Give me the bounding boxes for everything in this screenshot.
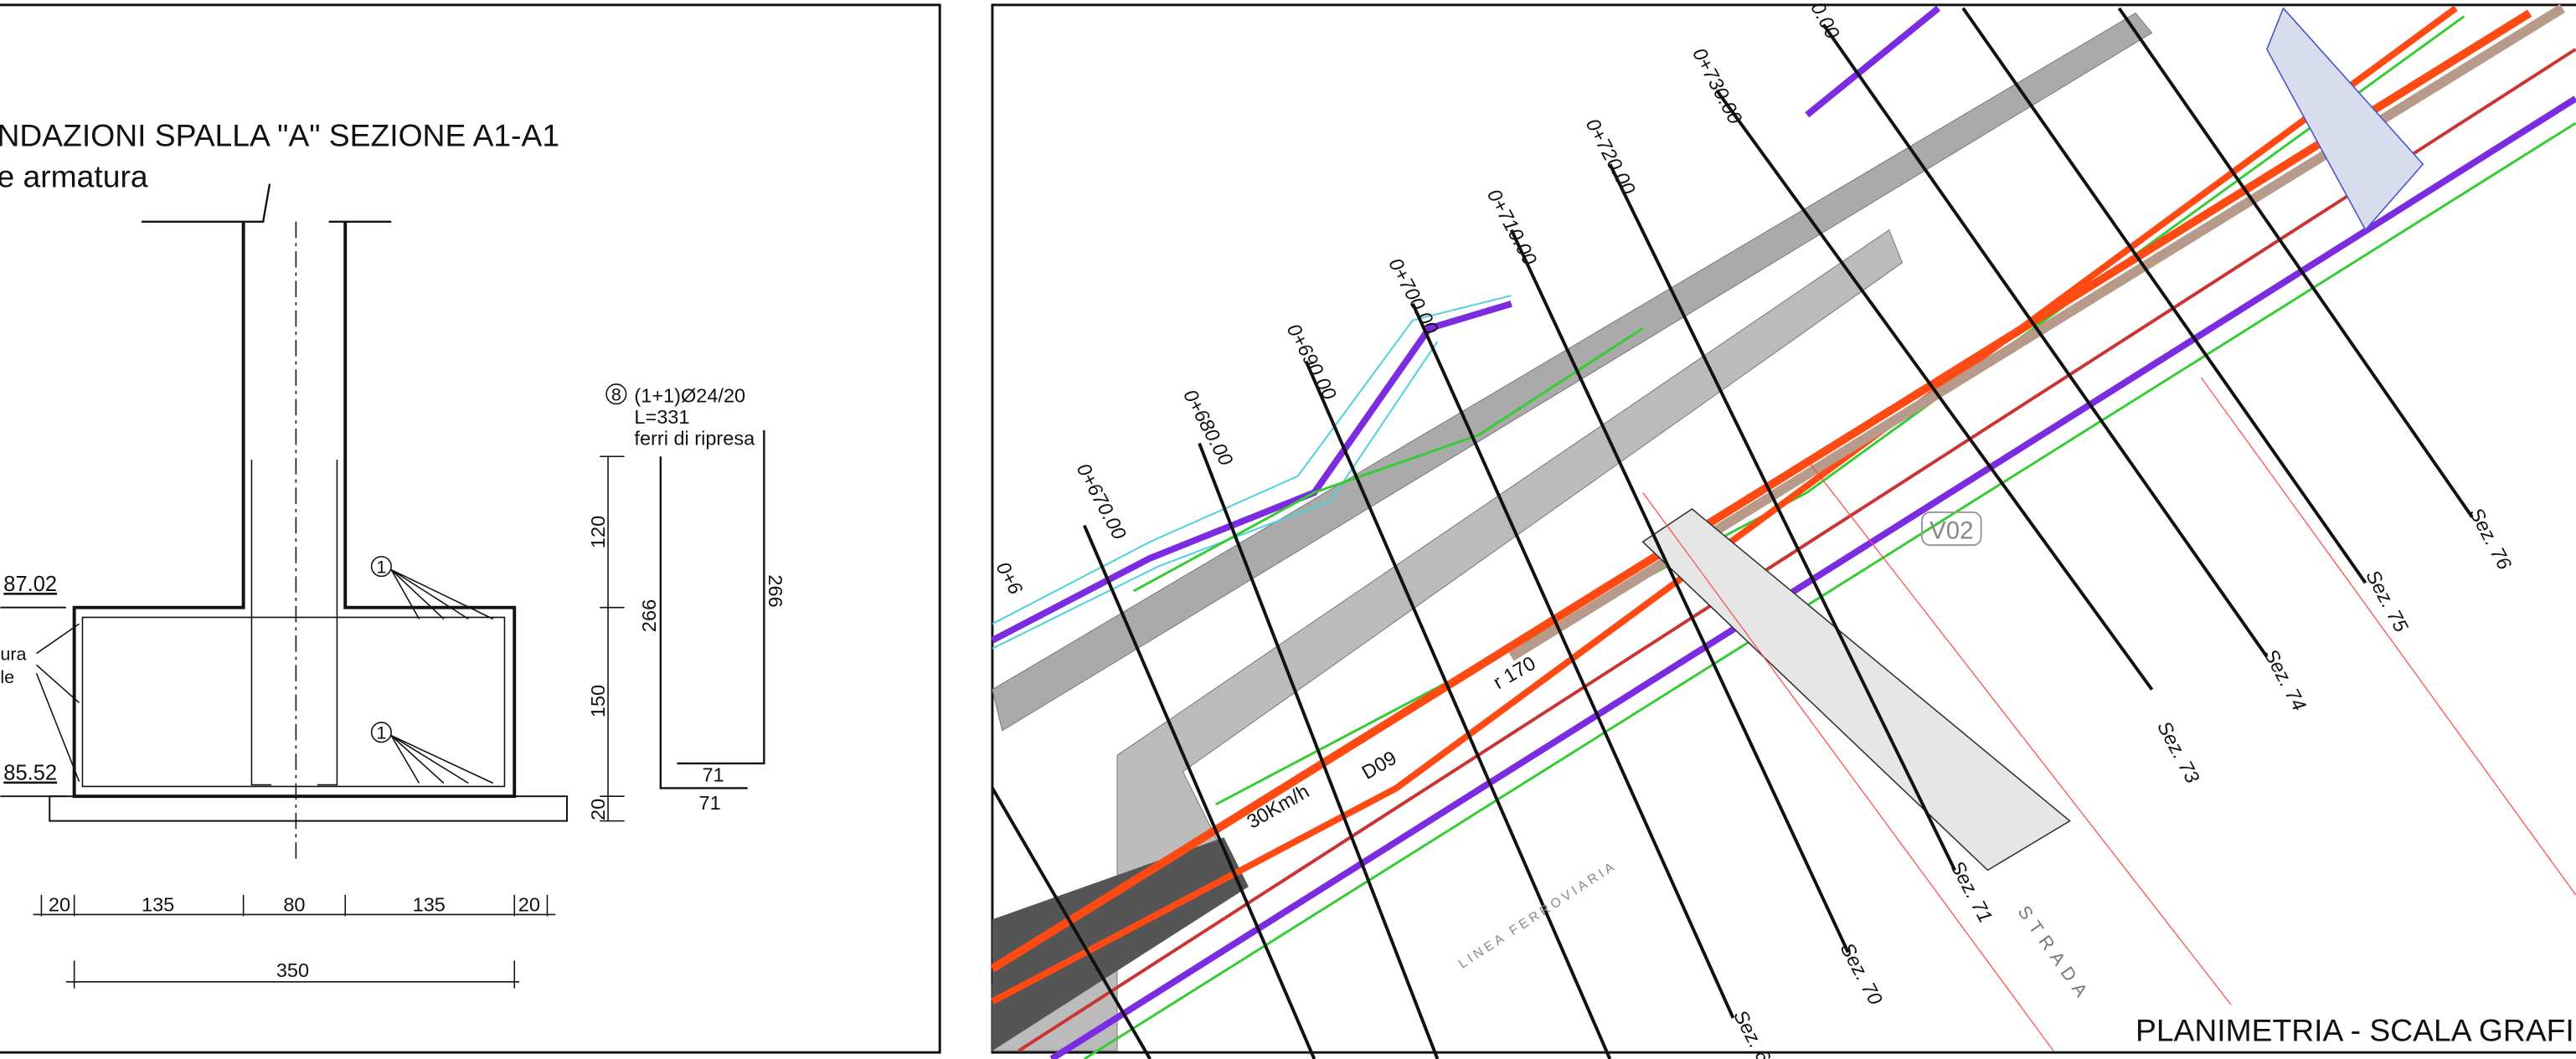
rebar-note: ferri di ripresa: [634, 427, 755, 449]
section-lines: [991, 7, 2474, 1059]
dim: 71: [699, 792, 721, 814]
dim: 266: [765, 574, 786, 607]
label: ura: [0, 643, 26, 664]
frame: [0, 3, 941, 1054]
marker-label: 8: [611, 384, 621, 405]
section-line: [991, 787, 1151, 1059]
dim-line: [600, 455, 625, 822]
dim-line: [65, 960, 520, 989]
section-line: [1961, 7, 2367, 584]
marker: [370, 556, 392, 578]
road-strip: [992, 13, 2153, 732]
dim: 150: [587, 685, 609, 717]
purple-line: [1805, 5, 1941, 118]
rebar-length: L=331: [634, 406, 689, 428]
section-line: [2117, 7, 2474, 518]
dim: 80: [283, 893, 305, 915]
orange-line: [990, 9, 2532, 973]
title-bg: [2129, 1005, 2576, 1051]
section-line: [1509, 229, 1850, 954]
green-line: [1132, 327, 1644, 593]
blinding: [49, 795, 568, 822]
green-line: [1215, 15, 2465, 806]
marker-label: 1: [376, 722, 386, 743]
dim: 135: [142, 893, 174, 915]
frame: [991, 3, 2576, 1054]
subtitle: e armatura: [0, 159, 148, 194]
rebar-spec: (1+1)Ø24/20: [634, 385, 745, 407]
plan-title: PLANIMETRIA - SCALA GRAFI: [2136, 1012, 2574, 1047]
marker-label: 1: [376, 556, 386, 577]
section-line: [1608, 163, 1957, 871]
section-line: [1821, 23, 2269, 658]
rebar-cage: [81, 616, 506, 788]
red-thin: [1642, 459, 2268, 1051]
dim: 120: [587, 516, 609, 548]
dim: 135: [413, 893, 446, 915]
bridge: [1641, 508, 2071, 871]
dim-line: [33, 894, 556, 917]
orange-line: [991, 5, 2458, 1005]
cyan-lines: [992, 295, 1512, 650]
dim: 20: [49, 893, 70, 915]
starter-bars: [250, 460, 338, 786]
section-line: [1198, 442, 1440, 1059]
right-panel: [990, 3, 2576, 1059]
leaders: [390, 568, 494, 784]
marker: [605, 383, 627, 405]
left-panel: [0, 3, 941, 1054]
marker: [370, 722, 392, 743]
level: 85.52: [3, 762, 57, 785]
section-line: [1083, 524, 1316, 1059]
dim: 71: [702, 764, 724, 786]
wall-top: [142, 183, 392, 223]
dim: 20: [587, 799, 609, 820]
dim: 20: [518, 893, 540, 915]
level-lines: [0, 606, 66, 798]
rebar-shape: [659, 429, 765, 789]
red-thin: [2200, 377, 2576, 896]
section-line: [1411, 303, 1735, 1019]
leaders: [35, 623, 80, 782]
tag: V02: [1929, 517, 1973, 544]
dim: 266: [638, 599, 660, 632]
left-texts: NDAZIONI SPALLA "A" SEZIONE A1-A1 e arma…: [0, 118, 786, 981]
section-line: [1304, 360, 1612, 1059]
tag-box: [1921, 511, 1982, 547]
title: NDAZIONI SPALLA "A" SEZIONE A1-A1: [0, 118, 559, 153]
label: le: [0, 666, 14, 687]
level: 87.02: [3, 573, 57, 596]
dark-area: [992, 837, 1249, 1051]
structure: [2266, 7, 2424, 231]
section-line: [1715, 89, 2154, 691]
green-line: [1084, 121, 2576, 1059]
dim: 350: [276, 959, 309, 981]
